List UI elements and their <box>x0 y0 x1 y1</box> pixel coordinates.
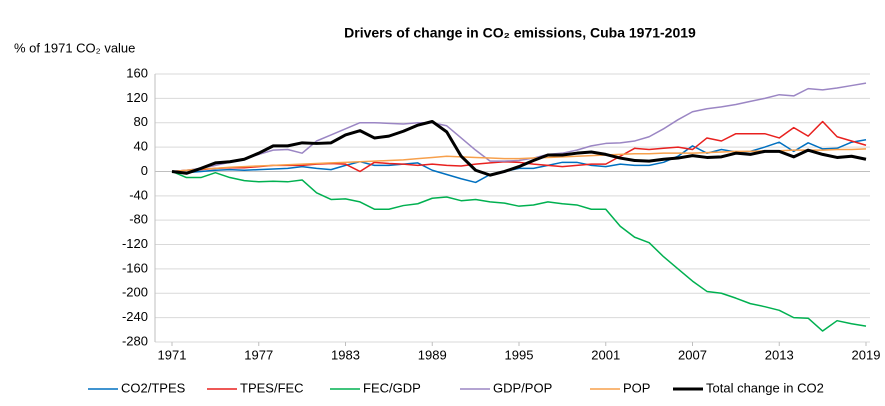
y-tick-label: -280 <box>122 333 148 348</box>
x-tick-label: 1971 <box>158 347 187 362</box>
series-line <box>171 170 867 332</box>
y-tick-label: -40 <box>129 187 148 202</box>
legend-label: GDP/POP <box>493 380 552 395</box>
series-line <box>171 148 867 173</box>
y-tick-label: 80 <box>134 114 148 129</box>
y-tick-label: -80 <box>129 212 148 227</box>
y-tick-label: -160 <box>122 260 148 275</box>
x-tick-label: 2013 <box>765 347 794 362</box>
legend-label: Total change in CO2 <box>706 380 824 395</box>
chart-title: Drivers of change in CO₂ emissions, Cuba… <box>344 25 696 41</box>
y-tick-label: 0 <box>141 163 148 178</box>
x-tick-label: 1995 <box>505 347 534 362</box>
x-tick-label: 1989 <box>418 347 447 362</box>
x-tick-label: 1983 <box>331 347 360 362</box>
y-tick-label: -200 <box>122 285 148 300</box>
y-axis-label: % of 1971 CO₂ value <box>14 40 135 55</box>
x-tick-label: 2019 <box>852 347 881 362</box>
x-tick-label: 1977 <box>244 347 273 362</box>
y-tick-label: 160 <box>126 65 148 80</box>
legend-label: TPES/FEC <box>240 380 304 395</box>
legend-label: CO2/TPES <box>121 380 186 395</box>
x-tick-label: 2007 <box>678 347 707 362</box>
y-tick-label: 120 <box>126 90 148 105</box>
x-tick-label: 2001 <box>591 347 620 362</box>
y-tick-label: 40 <box>134 139 148 154</box>
series-line <box>171 82 867 173</box>
legend-label: FEC/GDP <box>363 380 421 395</box>
y-tick-label: -240 <box>122 309 148 324</box>
legend-label: POP <box>623 380 650 395</box>
y-tick-label: -120 <box>122 236 148 251</box>
series-line <box>171 120 867 177</box>
